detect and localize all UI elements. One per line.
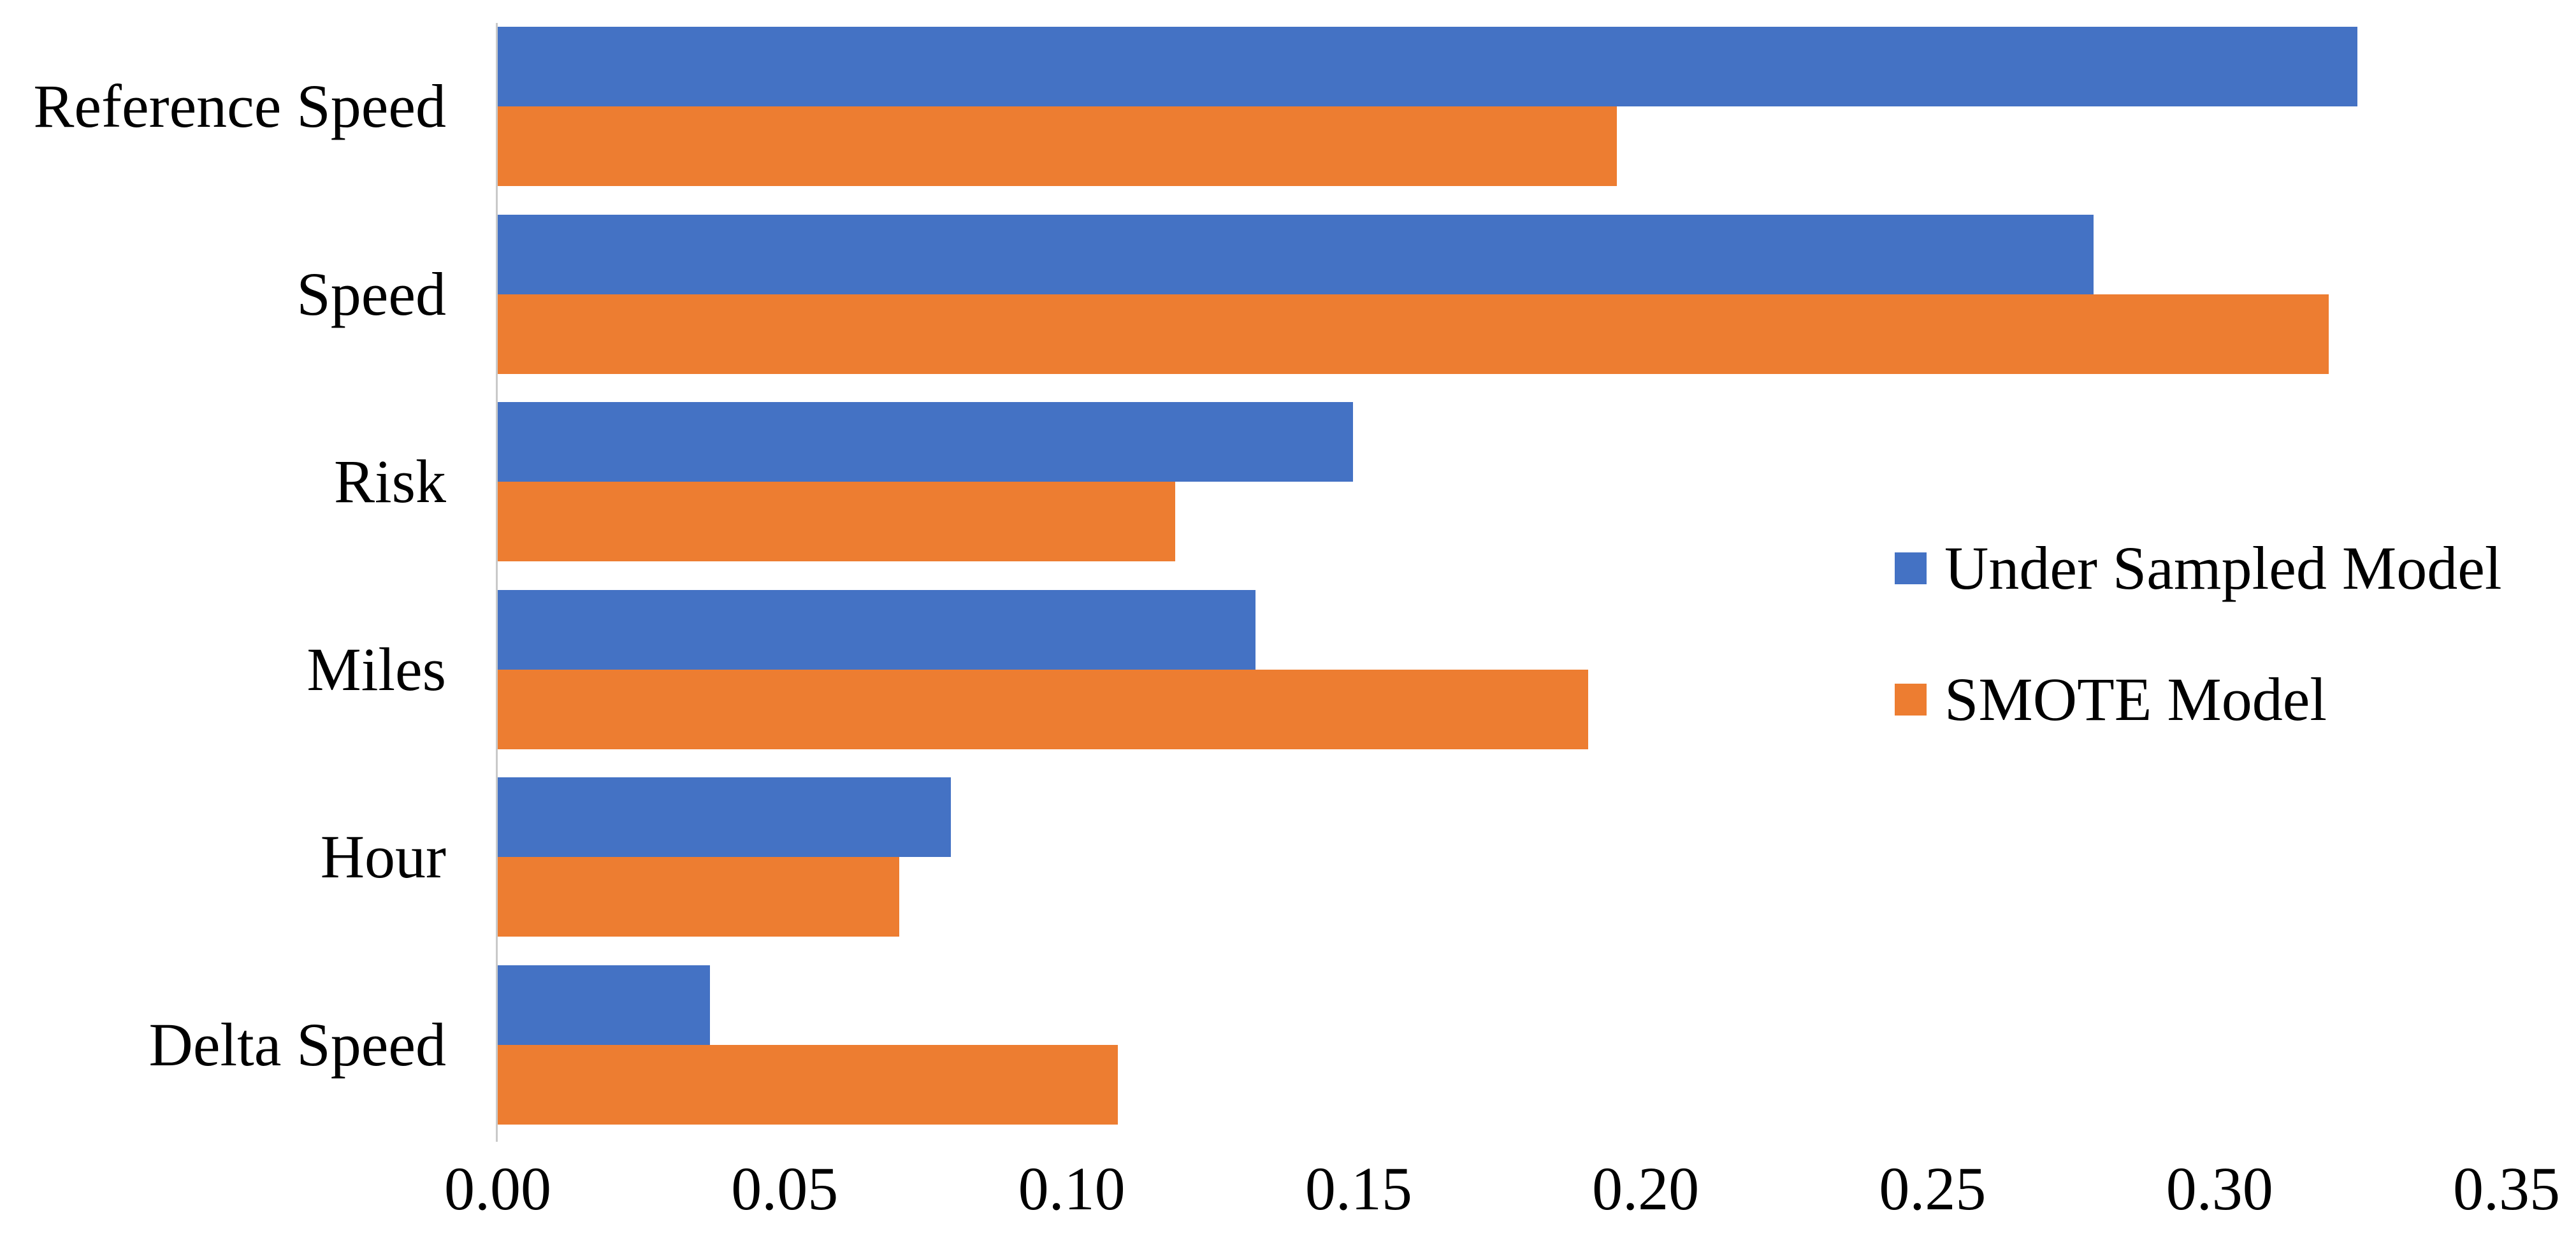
bar-under-sampled-model-hour (498, 777, 952, 858)
legend-item-under-sampled-model: Under Sampled Model (1895, 536, 2502, 600)
bar-under-sampled-model-reference-speed (498, 27, 2357, 106)
legend-swatch-blue (1895, 552, 1927, 584)
bar-under-sampled-model-risk (498, 402, 1353, 482)
bar-smote-model-risk (498, 482, 1175, 562)
category-axis-labels: Reference Speed Speed Risk Miles Hour Delta S… (0, 27, 446, 1125)
category-axis-line (496, 23, 498, 1142)
plot-area (498, 27, 2507, 1125)
bar-smote-model-hour (498, 857, 900, 937)
x-tick-label-0-30: 0.30 (2166, 1155, 2273, 1223)
bar-under-sampled-model-miles (498, 589, 1255, 670)
bar-smote-model-speed (498, 294, 2329, 374)
category-band-speed (498, 214, 2507, 374)
legend-item-smote-model: SMOTE Model (1895, 668, 2502, 731)
category-label-delta-speed: Delta Speed (148, 1010, 447, 1079)
category-band-reference-speed (498, 27, 2507, 186)
category-band-miles (498, 589, 2507, 749)
category-band-risk (498, 402, 2507, 562)
x-tick-label-0-10: 0.10 (1018, 1155, 1125, 1223)
x-tick-label-0-20: 0.20 (1592, 1155, 1700, 1223)
x-tick-label-0-05: 0.05 (731, 1155, 839, 1223)
category-label-reference-speed: Reference Speed (33, 72, 446, 140)
category-label-hour: Hour (320, 823, 446, 891)
category-label-miles: Miles (307, 635, 446, 703)
category-band-delta-speed (498, 965, 2507, 1125)
x-tick-label-0-15: 0.15 (1305, 1155, 1412, 1223)
category-band-hour (498, 777, 2507, 937)
x-tick-label-0-25: 0.25 (1879, 1155, 1986, 1223)
bar-under-sampled-model-speed (498, 214, 2094, 294)
x-tick-label-0-00: 0.00 (444, 1155, 551, 1223)
legend-label: SMOTE Model (1944, 665, 2327, 733)
category-label-speed: Speed (296, 259, 446, 328)
bar-under-sampled-model-delta-speed (498, 965, 711, 1045)
legend: Under Sampled Model SMOTE Model (1895, 536, 2502, 731)
bar-smote-model-reference-speed (498, 106, 1617, 186)
bar-smote-model-delta-speed (498, 1044, 1118, 1125)
x-tick-label-0-35: 0.35 (2453, 1155, 2560, 1223)
category-label-risk: Risk (333, 447, 446, 516)
legend-swatch-orange (1895, 684, 1927, 716)
bar-smote-model-miles (498, 669, 1589, 749)
legend-label: Under Sampled Model (1944, 534, 2502, 602)
